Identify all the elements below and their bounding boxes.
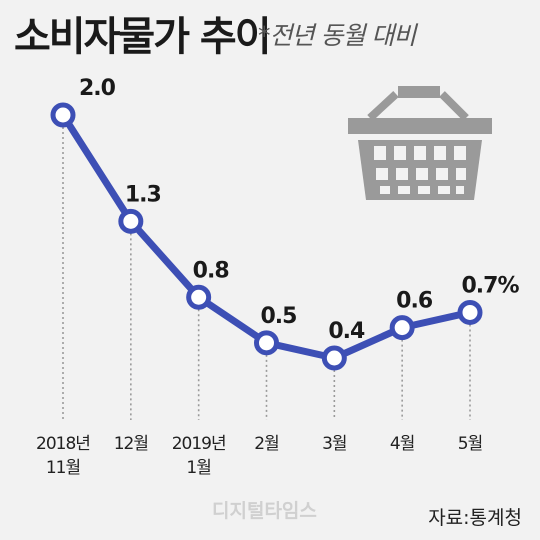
x-tick-label: 2018년 (36, 434, 90, 454)
data-point (389, 315, 415, 341)
data-label: 0.7% (461, 273, 519, 298)
x-tick-label: 1월 (186, 458, 210, 478)
data-point (186, 284, 212, 310)
data-label: 2.0 (79, 76, 116, 101)
x-tick-label: 5월 (458, 434, 482, 454)
drop-lines (62, 127, 471, 420)
data-labels: 2.0 1.3 0.8 0.5 0.4 0.6 0.7% (79, 76, 520, 344)
data-point (457, 299, 483, 325)
x-tick-label: 12월 (114, 434, 148, 454)
x-tick-label: 4월 (390, 434, 414, 454)
data-label: 0.8 (193, 258, 229, 283)
data-point (254, 330, 279, 356)
x-tick-label: 2019년 (172, 434, 226, 454)
data-label: 0.6 (396, 289, 433, 314)
data-point (50, 102, 76, 128)
x-tick-labels: 2018년 11월 12월 2019년 1월 2월 3월 4월 5월 (36, 434, 483, 478)
x-tick-label: 3월 (322, 434, 346, 454)
watermark: 디지털타임스 (212, 500, 317, 522)
data-label: 0.4 (328, 319, 365, 344)
shopping-basket-icon (348, 86, 492, 200)
data-label: 1.3 (125, 182, 161, 207)
data-point (321, 345, 347, 371)
x-tick-label: 11월 (46, 458, 80, 478)
chart-subtitle: *전년 동월 대비 (258, 21, 416, 50)
source-note: 자료:통계청 (428, 507, 522, 529)
x-tick-label: 2월 (254, 434, 278, 454)
data-label: 0.5 (261, 304, 297, 329)
markers (50, 102, 483, 371)
data-point (118, 208, 144, 234)
chart-title: 소비자물가 추이 (14, 14, 272, 60)
